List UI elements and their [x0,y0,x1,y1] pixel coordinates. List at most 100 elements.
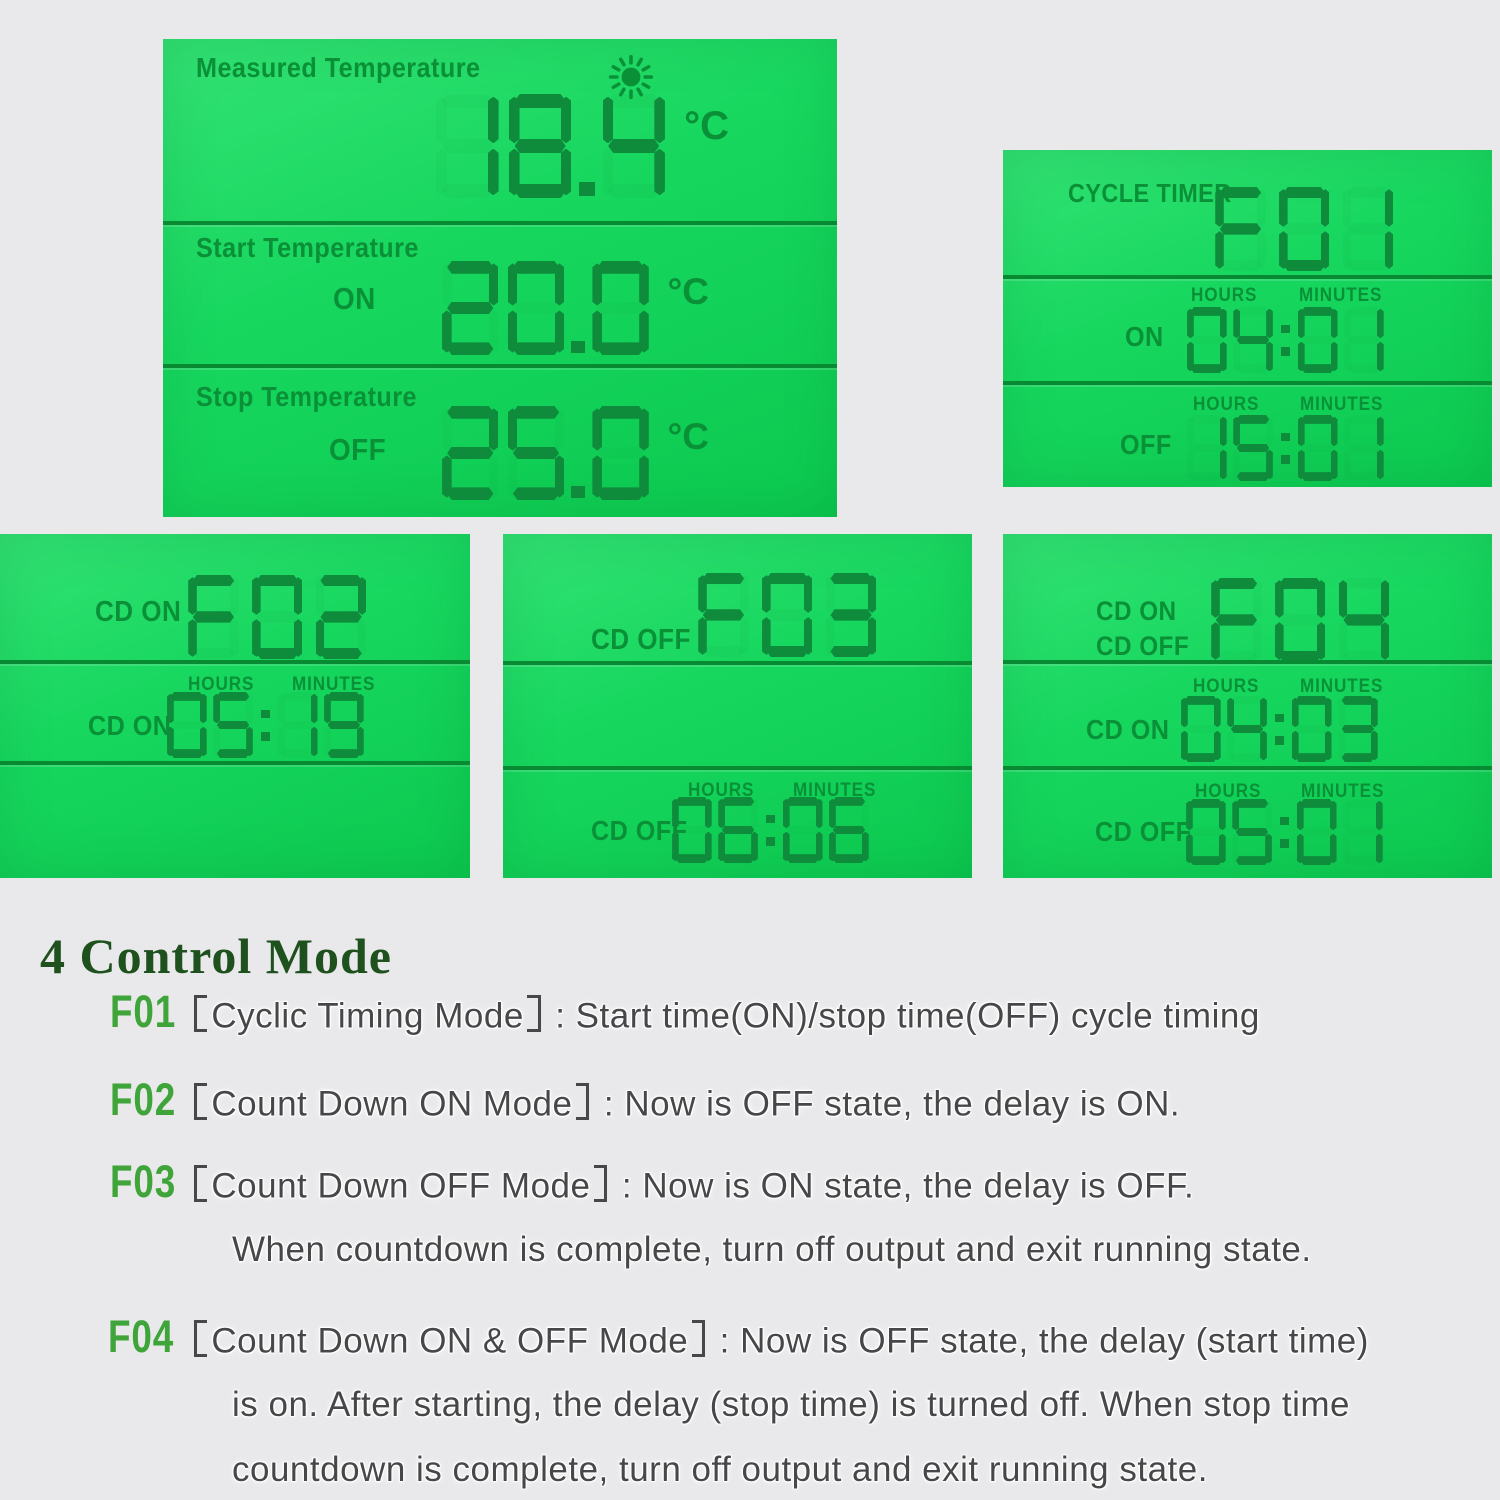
lcd-f02-panel: CD ON HOURS MINUTES CD ON [0,534,470,878]
celsius-unit: °C [667,271,709,312]
mode-f01-digits [1209,187,1400,271]
cd-on-time-digits [1178,696,1381,762]
lcd-temperature-panel: Measured Temperature °C Start Temperatur… [163,39,837,517]
lcd-divider [1003,766,1492,770]
mode-f03-digits [692,573,883,657]
mode-f03-continuation: When countdown is complete, turn off out… [232,1230,1312,1269]
start-temperature-label: Start Temperature [196,232,419,263]
on-state-label: ON [333,281,376,316]
mode-f02-text: : Now is OFF state, the delay is ON. [593,1084,1181,1124]
hours-label: HOURS [188,674,255,695]
mode-f04-continuation: is on. After starting, the delay (stop t… [232,1385,1350,1424]
measured-temperature-row: Measured Temperature °C [163,39,837,223]
cd-off-state-label: CD OFF [591,815,688,846]
cd-on-state-label: CD ON [95,596,182,628]
stop-temperature-value: °C [437,406,709,500]
hours-label: HOURS [1193,394,1260,415]
off-state-label: OFF [329,432,387,467]
mode-f02-name: Count Down ON Mode [211,1084,573,1124]
lenticular-bracket-open-icon [193,1320,208,1357]
cd-on-time-digits [164,692,367,758]
f04-cd-off-time-row: HOURS MINUTES CD OFF [1003,768,1492,878]
mode-f04-continuation: countdown is complete, turn off output a… [232,1450,1208,1489]
on-time-digits [1184,307,1387,373]
lcd-divider [1003,660,1492,664]
stop-temperature-digits [437,406,653,500]
lcd-divider [163,364,837,368]
lenticular-bracket-open-icon [193,995,208,1032]
lenticular-bracket-close-icon [691,1320,706,1357]
mode-code-f04: F04 [108,1311,175,1362]
lcd-cycle-timer-panel: CYCLE TIMER HOURS MINUTES ON HOURS MINUT… [1003,150,1492,487]
cd-on-state-label: CD ON [88,710,172,741]
lenticular-bracket-close-icon [593,1165,608,1202]
lcd-f04-panel: CD ON CD OFF HOURS MINUTES CD ON HOURS M… [1003,534,1492,878]
cd-off-time-digits [669,797,872,863]
cd-on-state-label: CD ON [1096,596,1177,626]
lcd-divider [503,766,972,770]
celsius-unit: °C [684,104,729,148]
start-temperature-value: °C [437,261,709,355]
hours-label: HOURS [688,780,755,801]
mode-f01-name: Cyclic Timing Mode [211,996,524,1036]
f03-mode-row: CD OFF [503,534,972,663]
minutes-label: MINUTES [292,674,376,695]
celsius-unit: °C [667,416,709,457]
hours-label: HOURS [1191,285,1258,306]
lcd-f03-panel: CD OFF HOURS MINUTES CD OFF [503,534,972,878]
measured-temperature-digits [431,94,670,198]
mode-f03-description: Count Down OFF Mode : Now is ON state, t… [193,1165,1194,1207]
cycle-on-time-row: HOURS MINUTES ON [1003,277,1492,383]
cycle-off-time-row: HOURS MINUTES OFF [1003,383,1492,487]
cd-off-time-digits [1183,799,1386,865]
mode-f04-digits [1205,578,1396,662]
f04-cd-on-time-row: HOURS MINUTES CD ON [1003,662,1492,768]
minutes-label: MINUTES [1300,676,1384,697]
mode-f01-description: Cyclic Timing Mode : Start time(ON)/stop… [193,995,1260,1037]
stop-temperature-label: Stop Temperature [196,381,417,412]
lcd-divider [163,221,837,225]
lcd-divider [0,761,470,765]
off-time-digits [1184,415,1387,481]
sun-icon [608,54,654,100]
mode-f03-text: : Now is ON state, the delay is OFF. [611,1166,1195,1206]
lenticular-bracket-open-icon [193,1165,208,1202]
mode-f04-text: : Now is OFF state, the delay (start tim… [709,1321,1369,1361]
lenticular-bracket-close-icon [527,995,541,1032]
mode-f01-text: : Start time(ON)/stop time(OFF) cycle ti… [544,996,1260,1036]
minutes-label: MINUTES [1300,394,1384,415]
lcd-divider [1003,381,1492,385]
start-temperature-digits [437,261,653,355]
cd-off-state-label: CD OFF [1095,816,1192,847]
f02-cd-on-time-row: HOURS MINUTES CD ON [0,662,470,763]
cd-off-state-label: CD OFF [591,624,691,656]
start-temperature-row: Start Temperature ON °C [163,223,837,366]
off-state-label: OFF [1120,429,1172,460]
cd-off-state-label: CD OFF [1096,631,1190,661]
mode-f03-name: Count Down OFF Mode [211,1166,591,1206]
hours-label: HOURS [1193,676,1260,697]
lcd-divider [503,661,972,665]
section-heading: 4 Control Mode [40,927,392,984]
hours-label: HOURS [1195,781,1262,802]
minutes-label: MINUTES [793,780,877,801]
f04-mode-row: CD ON CD OFF [1003,534,1492,662]
stop-temperature-row: Stop Temperature OFF °C [163,366,837,517]
mode-f02-digits [182,575,373,659]
minutes-label: MINUTES [1299,285,1383,306]
f03-cd-off-time-row: HOURS MINUTES CD OFF [503,768,972,878]
lcd-divider [1003,275,1492,279]
mode-f04-description: Count Down ON & OFF Mode : Now is OFF st… [193,1320,1369,1362]
mode-code-f02: F02 [110,1074,177,1125]
minutes-label: MINUTES [1301,781,1385,802]
cycle-timer-mode-row: CYCLE TIMER [1003,150,1492,277]
mode-code-f03: F03 [110,1156,177,1207]
f02-mode-row: CD ON [0,534,470,662]
mode-f02-description: Count Down ON Mode : Now is OFF state, t… [193,1083,1180,1125]
lenticular-bracket-open-icon [193,1083,208,1120]
mode-code-f01: F01 [110,986,177,1037]
measured-temperature-label: Measured Temperature [196,52,481,83]
mode-f04-name: Count Down ON & OFF Mode [211,1321,689,1361]
